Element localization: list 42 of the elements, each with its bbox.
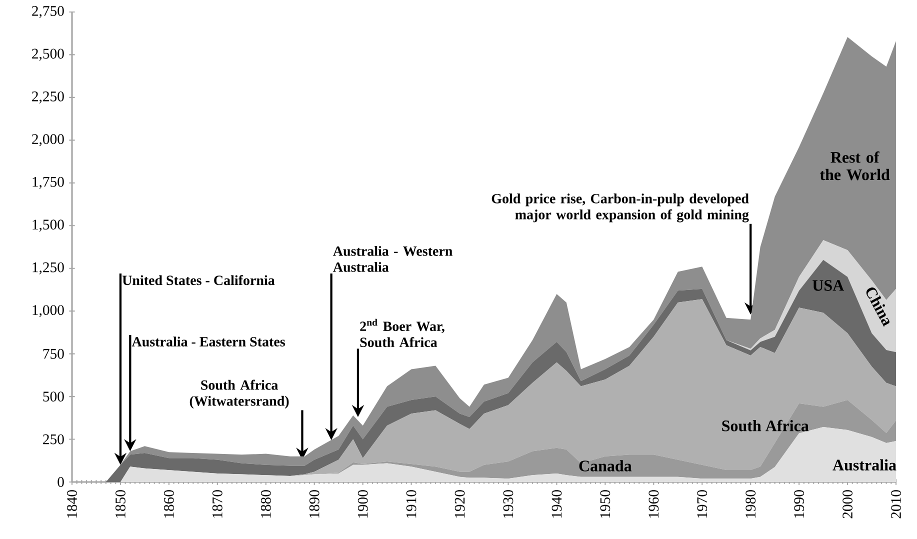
x-tick-label: 1890 — [309, 490, 320, 518]
x-tick-label: 1940 — [552, 490, 562, 518]
x-tick-label: 1850 — [116, 490, 126, 518]
series-label: Canada — [579, 460, 632, 472]
y-tick-label: 1,500 — [32, 220, 64, 232]
series-label: Australia — [832, 459, 896, 471]
x-tick-label: 1880 — [260, 490, 271, 518]
series-label: Rest of the World — [820, 151, 890, 180]
x-tick-label: 1950 — [600, 490, 610, 518]
x-tick-label: 2010 — [891, 490, 901, 518]
y-tick-label: 2,250 — [32, 91, 64, 104]
y-tick-label: 2,000 — [32, 134, 64, 146]
series-label: USA — [812, 280, 844, 291]
annotation: South Africa (Witwatersrand) — [190, 380, 289, 409]
y-tick-label: 2,500 — [32, 48, 64, 61]
x-tick-label: 1870 — [212, 490, 222, 518]
y-tick-label: 500 — [43, 392, 64, 402]
y-tick-label: 1,750 — [32, 176, 64, 189]
annotation: Gold price rise, Carbon-in-pulp developed major world expansion of gold mining — [492, 194, 749, 222]
y-tick-label: 0 — [58, 477, 64, 487]
annotation: United States - California — [122, 275, 275, 286]
y-tick-label: 250 — [43, 434, 64, 444]
x-tick-label: 1910 — [406, 490, 416, 518]
x-tick-label: 1960 — [648, 490, 659, 518]
x-tick-label: 1970 — [697, 490, 708, 518]
y-tick-label: 2,750 — [32, 6, 64, 18]
annotation: Australia - Eastern States — [132, 336, 286, 346]
x-tick-label: 1840 — [67, 490, 77, 518]
y-tick-label: 750 — [43, 348, 64, 359]
x-tick-label: 1860 — [164, 490, 174, 518]
x-tick-label: 1930 — [503, 490, 514, 518]
series-label: South Africa — [722, 420, 809, 432]
series-label: China — [866, 288, 890, 327]
y-tick-label: 1,250 — [32, 262, 64, 274]
annotation: 2$^{nd}$ Boer War, South Africa — [360, 318, 444, 348]
x-tick-label: 2000 — [842, 490, 852, 518]
x-tick-label: 1900 — [358, 490, 368, 518]
x-tick-label: 1990 — [794, 490, 804, 518]
x-tick-label: 1920 — [454, 490, 465, 518]
y-tick-label: 1,000 — [32, 305, 64, 318]
annotation: Australia - Western Australia — [333, 246, 452, 272]
x-tick-label: 1980 — [746, 490, 756, 518]
